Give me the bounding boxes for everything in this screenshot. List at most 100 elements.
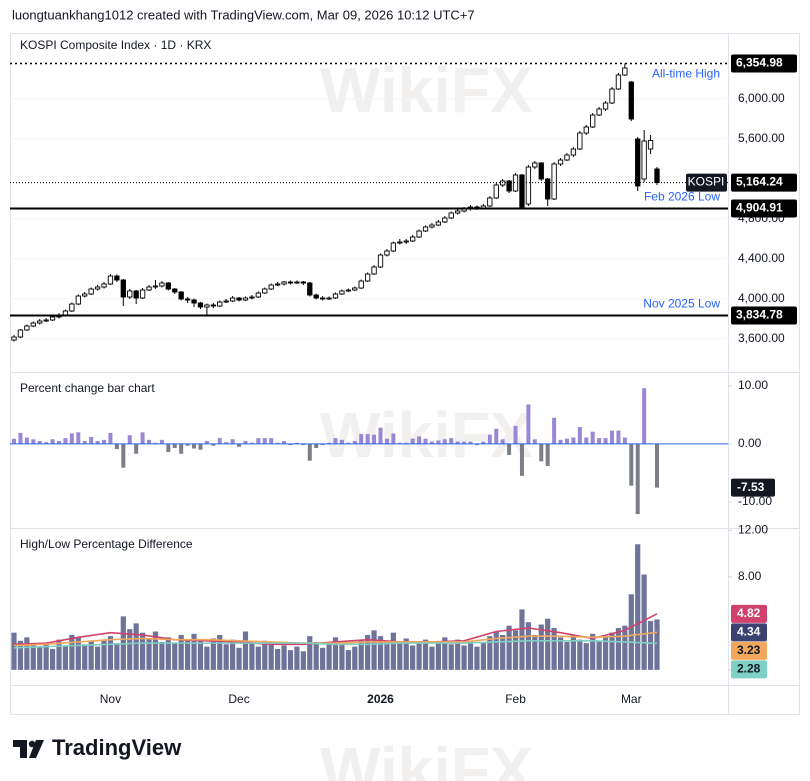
bar — [101, 639, 107, 670]
candle-body — [249, 296, 255, 299]
bar — [480, 643, 486, 670]
y-tick-label: 0.00 — [738, 436, 762, 450]
chart-frame — [10, 33, 800, 715]
bar — [339, 643, 345, 670]
bar — [185, 443, 190, 446]
candle-body — [435, 221, 442, 226]
last-value-box — [731, 478, 775, 497]
candle-body — [384, 250, 390, 256]
bar — [616, 430, 621, 444]
bar — [372, 434, 377, 444]
candle-body — [590, 114, 596, 128]
bar — [622, 625, 628, 670]
bar — [410, 438, 415, 444]
bar — [429, 441, 434, 444]
x-tick-label: Nov — [100, 692, 121, 706]
bar — [294, 442, 299, 444]
watermark: WikiFX — [320, 399, 533, 471]
bar — [69, 634, 75, 670]
bar — [210, 638, 216, 670]
bar — [615, 628, 622, 670]
candle-body — [339, 290, 345, 295]
bar — [429, 646, 435, 670]
bar — [597, 438, 602, 444]
bar — [532, 634, 538, 670]
bar — [217, 634, 223, 670]
x-tick-label: Dec — [228, 692, 249, 706]
candle-body — [262, 288, 268, 294]
bar — [76, 432, 81, 444]
bar — [95, 441, 100, 444]
candle-body — [242, 297, 249, 301]
candle-body — [622, 67, 628, 76]
bar — [37, 646, 43, 670]
bar — [281, 645, 287, 670]
bar — [655, 443, 659, 488]
bar — [513, 425, 518, 444]
bar — [44, 442, 49, 444]
level-note: All-time High — [652, 67, 720, 81]
y-tick-label: 4,000.00 — [738, 291, 785, 305]
ma-line — [13, 631, 658, 647]
candle-body — [165, 282, 171, 290]
bar — [552, 417, 557, 444]
candle-body — [635, 138, 641, 187]
symbol-tag-box — [686, 173, 727, 192]
candle-body — [609, 88, 615, 104]
bar — [24, 637, 30, 670]
bar — [474, 443, 479, 446]
last-value-label: 4.34 — [737, 624, 761, 638]
bar — [410, 645, 416, 670]
bar — [583, 643, 589, 670]
candle-body — [371, 266, 377, 275]
bar — [63, 438, 68, 444]
candle-body — [319, 297, 326, 300]
bar — [320, 443, 325, 446]
bar — [262, 640, 268, 670]
candle-body — [17, 329, 24, 338]
bar — [82, 644, 88, 670]
bar — [301, 443, 306, 446]
bar — [313, 641, 319, 670]
bar — [230, 639, 236, 670]
candle-body — [493, 184, 499, 199]
candle-body — [133, 290, 139, 299]
bar — [442, 637, 448, 670]
bar — [628, 594, 634, 670]
bar — [487, 434, 492, 444]
bar — [269, 438, 274, 444]
bar — [558, 439, 563, 444]
bar — [557, 637, 564, 670]
bar — [146, 638, 152, 670]
bar — [62, 645, 69, 670]
bar — [165, 637, 171, 670]
candle-body — [429, 224, 435, 228]
bar — [102, 439, 107, 444]
bar — [442, 439, 447, 444]
bar — [152, 631, 159, 670]
bar — [147, 439, 152, 444]
bar — [159, 439, 164, 444]
bar — [461, 645, 467, 670]
candle-body — [197, 302, 204, 308]
bar — [642, 388, 647, 444]
bar — [217, 438, 222, 444]
candle-body — [94, 286, 101, 290]
candle-body — [24, 325, 30, 331]
bar — [288, 443, 293, 446]
candle-body — [647, 140, 654, 150]
bar — [635, 544, 641, 670]
bar — [422, 639, 429, 670]
bar — [397, 442, 402, 444]
bar — [384, 438, 389, 444]
bar — [609, 632, 615, 670]
candle-body — [120, 279, 126, 298]
level-label: 4,904.91 — [736, 201, 783, 215]
bar — [30, 644, 36, 670]
candle-body — [274, 283, 281, 286]
candle-body — [442, 217, 448, 223]
candle-body — [365, 273, 371, 282]
bar — [127, 629, 133, 670]
watermark: WikiFX — [320, 54, 533, 126]
pane-title: Percent change bar chart — [20, 381, 155, 395]
